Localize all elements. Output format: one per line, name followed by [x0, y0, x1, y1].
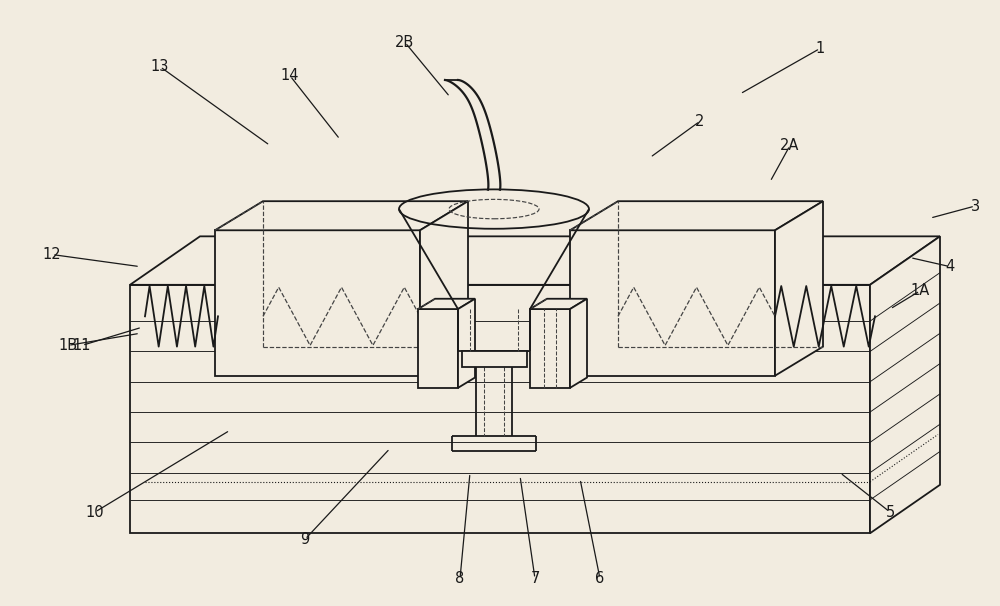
Text: 5: 5 [885, 505, 895, 519]
Text: 1: 1 [815, 41, 825, 56]
Polygon shape [418, 299, 475, 309]
Polygon shape [530, 299, 587, 309]
Text: 4: 4 [945, 259, 955, 274]
Polygon shape [130, 285, 870, 533]
Polygon shape [420, 201, 468, 376]
Text: 1B: 1B [58, 338, 78, 353]
Polygon shape [215, 201, 468, 230]
Polygon shape [570, 201, 823, 230]
Polygon shape [418, 309, 458, 388]
Polygon shape [530, 309, 570, 388]
Polygon shape [570, 299, 587, 388]
Text: 3: 3 [970, 199, 980, 213]
Text: 9: 9 [300, 532, 310, 547]
Polygon shape [458, 299, 475, 388]
Text: 6: 6 [595, 571, 605, 586]
Text: 2A: 2A [780, 138, 800, 153]
Text: 8: 8 [455, 571, 465, 586]
Text: 12: 12 [43, 247, 61, 262]
Text: 13: 13 [151, 59, 169, 74]
Polygon shape [775, 201, 823, 376]
Bar [462, 351, 527, 367]
Polygon shape [215, 230, 420, 376]
Text: 2B: 2B [395, 35, 415, 50]
Text: 10: 10 [86, 505, 104, 519]
Polygon shape [570, 230, 775, 376]
Text: 2: 2 [695, 114, 705, 128]
Polygon shape [870, 236, 940, 533]
Text: 7: 7 [530, 571, 540, 586]
Text: 11: 11 [73, 338, 91, 353]
Text: 1A: 1A [910, 284, 930, 298]
Polygon shape [130, 236, 940, 285]
Text: 14: 14 [281, 68, 299, 83]
